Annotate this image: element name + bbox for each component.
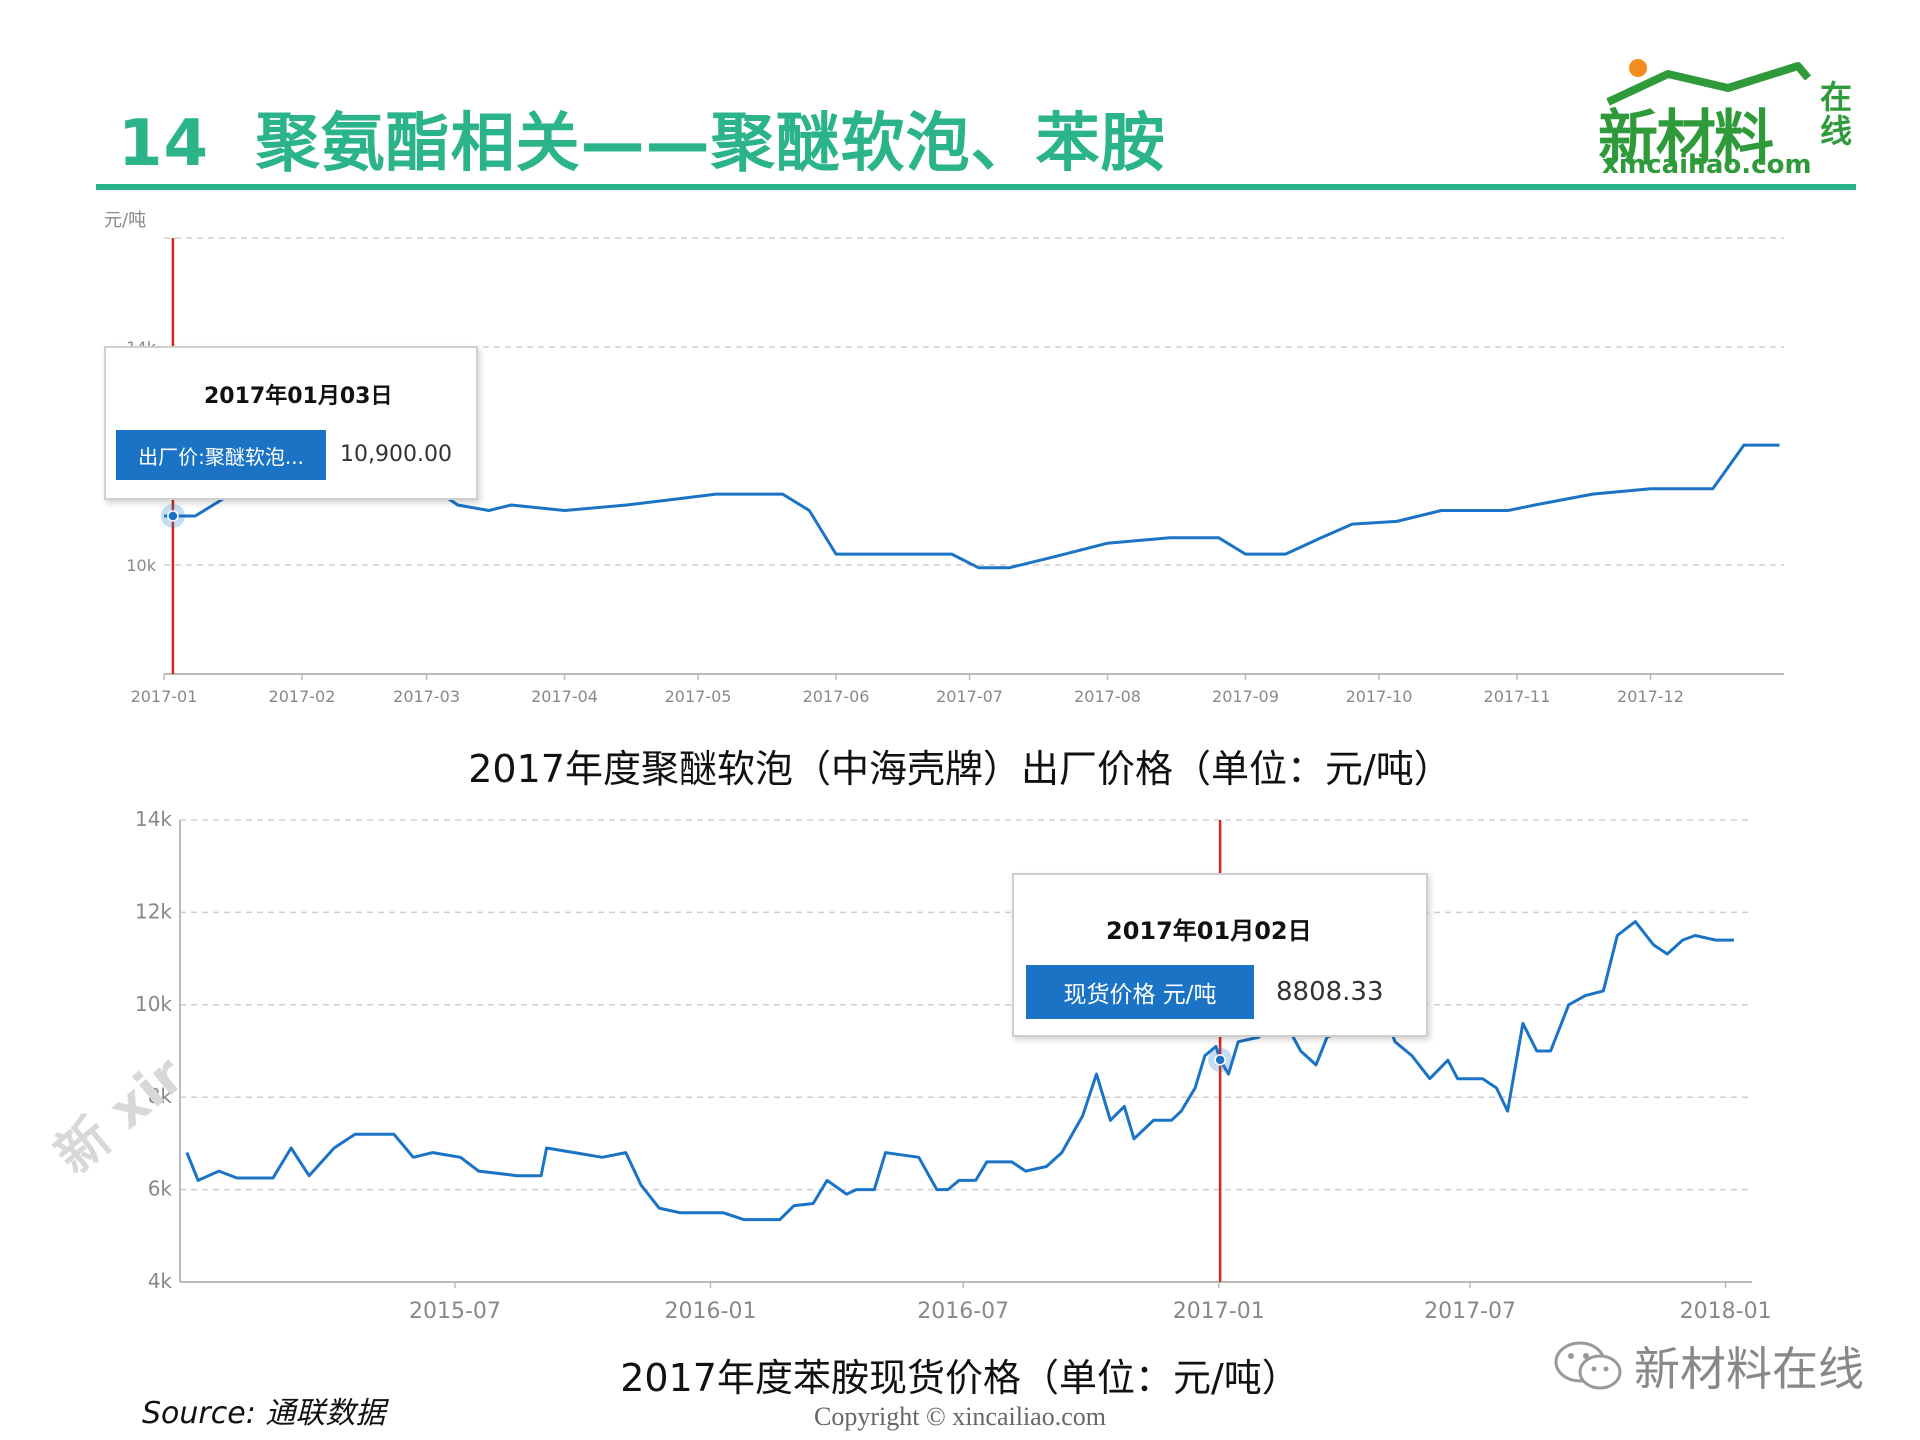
chart1-caption: 2017年度聚醚软泡（中海壳牌）出厂价格（单位：元/吨）	[468, 747, 1452, 791]
chart2-y-tick-label: 8k	[148, 1084, 173, 1108]
chart2-x-tick-label: 2017-01	[1173, 1299, 1265, 1324]
slide-title-text: 聚氨酯相关——聚醚软泡、苯胺	[255, 107, 1166, 181]
chart1-tooltip-value: 10,900.00	[340, 442, 452, 467]
title-divider	[96, 184, 1856, 190]
chart1-x-tick-label: 2017-04	[531, 687, 598, 706]
chart1-hover-point	[167, 510, 179, 522]
slide-number: 14	[118, 107, 210, 181]
chart1-x-tick-label: 2017-06	[803, 687, 870, 706]
chart2-y-tick-label: 12k	[135, 899, 172, 923]
chart1-x-tick-label: 2017-07	[936, 687, 1003, 706]
logo-url: xincailiao.com	[1602, 150, 1812, 180]
house-roof-icon	[1606, 59, 1812, 106]
chart2-tooltip-value: 8808.33	[1276, 977, 1384, 1007]
chart2-x-tick-label: 2017-07	[1424, 1299, 1516, 1324]
chart1-x-tick-label: 2017-11	[1484, 687, 1551, 706]
chart1-x-tick-label: 2017-02	[269, 687, 336, 706]
chart2-x-tick-label: 2018-01	[1680, 1299, 1772, 1324]
chart2-tooltip: 2017年01月02日 现货价格 元/吨 8808.33	[1012, 873, 1428, 1037]
chart1-tooltip-date: 2017年01月03日	[204, 384, 393, 409]
chart1-x-tick-label: 2017-10	[1346, 687, 1413, 706]
chart1-tooltip-series-label: 出厂价:聚醚软泡...	[116, 430, 326, 480]
chart2-y-tick-label: 10k	[135, 992, 172, 1016]
wechat-label: 新材料在线	[1634, 1342, 1864, 1396]
chart1-y-axis-label: 元/吨	[104, 210, 146, 231]
wechat-icon	[1554, 1341, 1622, 1390]
chart2-caption: 2017年度苯胺现货价格（单位：元/吨）	[620, 1356, 1300, 1400]
chart1-y-tick-label: 10k	[126, 556, 156, 575]
chart2-y-tick-label: 6k	[148, 1177, 173, 1201]
chart2-y-tick-label: 4k	[148, 1269, 173, 1293]
chart1-x-tick-label: 2017-03	[393, 687, 460, 706]
brand-logo: 新材料 在线 xincailiao.com	[1598, 58, 1860, 180]
wechat-watermark: 新材料在线	[1552, 1336, 1864, 1396]
chart1-x-tick-label: 2017-12	[1617, 687, 1684, 706]
logo-wordmark: 新材料	[1598, 104, 1774, 174]
source-note: Source: 通联数据	[142, 1396, 386, 1431]
chart2-y-tick-label: 14k	[135, 807, 172, 831]
chart1-tooltip: 2017年01月03日 出厂价:聚醚软泡... 10,900.00	[104, 346, 478, 500]
copyright-note: Copyright © xincailiao.com	[814, 1402, 1106, 1431]
chart2-hover-point	[1214, 1054, 1226, 1066]
chart2-tooltip-date: 2017年01月02日	[1106, 917, 1312, 945]
page-title: 14 聚氨酯相关——聚醚软泡、苯胺	[118, 92, 1166, 184]
chart2-x-tick-label: 2015-07	[409, 1299, 501, 1324]
chart2-x-tick-label: 2016-01	[665, 1299, 757, 1324]
chart1-x-tick-label: 2017-09	[1212, 687, 1279, 706]
chart1-x-tick-label: 2017-08	[1074, 687, 1141, 706]
chart1-x-tick-label: 2017-05	[665, 687, 732, 706]
aniline-spot-price-chart: 4k 6k 8k 10k 12k 14k 2015-07 2016-01 2016-07 2017…	[135, 807, 1772, 1324]
chart2-x-tick-label: 2016-07	[917, 1299, 1009, 1324]
chart2-tooltip-series-label: 现货价格 元/吨	[1026, 965, 1254, 1019]
logo-side-text: 在线	[1819, 78, 1852, 150]
chart2-series-line	[185, 920, 1734, 1222]
chart1-x-tick-label: 2017-01	[131, 687, 198, 706]
